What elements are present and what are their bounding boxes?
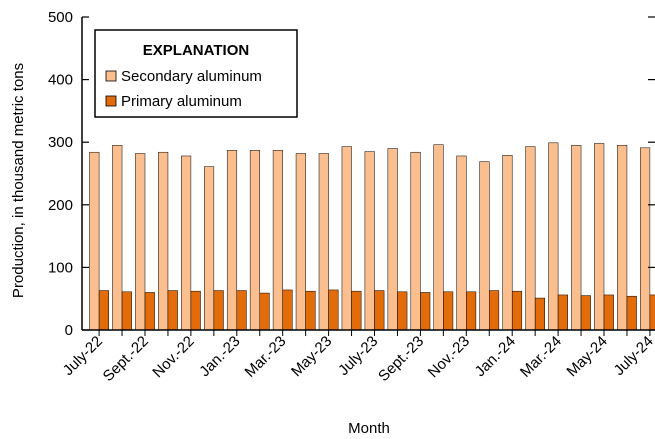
- bar-secondary-Aug.-23: [387, 148, 398, 331]
- bar-primary-Dec.-23: [489, 290, 500, 331]
- bar-secondary-June-24: [617, 145, 628, 331]
- bar-primary-Apr.-24: [580, 295, 591, 331]
- bar-primary-Aug.-22: [121, 291, 132, 331]
- bar-secondary-Apr.-24: [571, 145, 582, 331]
- x-tick-label: Mar.-24: [517, 333, 565, 381]
- bar-secondary-Apr.-23: [295, 153, 306, 331]
- bar-secondary-Sept.-23: [410, 151, 421, 331]
- legend-swatch-primary: [105, 95, 117, 107]
- x-tick-label: Nov.-22: [149, 333, 197, 381]
- bar-primary-May-23: [328, 289, 339, 331]
- bar-primary-Nov.-23: [466, 291, 477, 331]
- x-tick-label: Mar.-23: [242, 333, 290, 381]
- bar-primary-July-22: [98, 290, 109, 331]
- bar-secondary-Jan.-24: [502, 155, 513, 331]
- x-axis-label: Month: [348, 420, 390, 437]
- bar-secondary-June-23: [341, 146, 352, 331]
- legend-title: EXPLANATION: [143, 42, 249, 59]
- bar-primary-Feb.-24: [534, 297, 546, 331]
- bar-secondary-Mar.-23: [272, 150, 283, 331]
- bar-secondary-May-23: [318, 153, 329, 331]
- bar-secondary-Dec.-23: [479, 161, 490, 331]
- bar-secondary-Sept.-22: [135, 153, 146, 331]
- x-tick-label: Jan.-23: [196, 333, 243, 380]
- x-tick-label: Jan.-24: [472, 333, 519, 380]
- bar-secondary-Mar.-24: [548, 142, 559, 331]
- bar-primary-May-24: [603, 294, 614, 331]
- bar-primary-Jan.-24: [511, 290, 523, 331]
- bar-secondary-Feb.-24: [525, 146, 536, 331]
- legend-box: [94, 29, 298, 118]
- bar-primary-Jan.-23: [236, 290, 247, 331]
- y-tick-label: 0: [65, 322, 73, 339]
- bar-primary-Sept.-23: [420, 292, 431, 331]
- bar-primary-Nov.-22: [190, 290, 201, 331]
- x-tick-label: July-24: [611, 333, 655, 379]
- bar-secondary-July-24: [640, 147, 651, 331]
- bar-primary-Sept.-22: [144, 292, 155, 331]
- bar-secondary-Nov.-22: [181, 155, 192, 331]
- bar-secondary-July-23: [364, 151, 375, 331]
- x-tick-label: Sept.-22: [100, 333, 152, 385]
- bars-layer: [89, 142, 655, 331]
- y-tick-label: 500: [48, 9, 73, 26]
- bar-secondary-Oct.-22: [158, 151, 169, 331]
- bar-primary-Feb.-23: [259, 292, 270, 331]
- y-tick-label: 400: [48, 72, 73, 89]
- y-tick-label: 200: [48, 197, 73, 214]
- bar-primary-Dec.-22: [213, 290, 224, 331]
- y-axis-label: Production, in thousand metric tons: [10, 63, 27, 298]
- bar-secondary-Aug.-22: [112, 145, 123, 331]
- x-tick-label: Sept.-23: [375, 333, 427, 385]
- legend-swatch-secondary: [105, 70, 117, 82]
- x-tick-label: May-24: [563, 333, 610, 380]
- bar-primary-June-23: [351, 290, 362, 331]
- legend-label-primary: Primary aluminum: [121, 93, 242, 110]
- bar-primary-Oct.-23: [443, 291, 454, 331]
- x-tick-label: July-23: [335, 333, 381, 379]
- x-tick-label: July-22: [60, 333, 106, 379]
- bar-primary-Mar.-23: [282, 289, 293, 331]
- x-tick-label: Nov.-23: [425, 333, 473, 381]
- bar-primary-June-24: [626, 295, 637, 331]
- bar-secondary-Nov.-23: [456, 155, 467, 331]
- bar-secondary-Oct.-23: [433, 144, 444, 331]
- bar-primary-July-23: [374, 290, 385, 331]
- legend: EXPLANATION Secondary aluminum Primary a…: [94, 29, 298, 118]
- y-tick-label: 300: [48, 134, 73, 151]
- bar-secondary-Feb.-23: [249, 150, 260, 331]
- bar-primary-Aug.-23: [397, 291, 408, 331]
- bar-primary-July-24: [649, 294, 655, 331]
- bar-secondary-July-22: [89, 151, 100, 331]
- bar-secondary-Dec.-22: [204, 166, 215, 331]
- y-tick-label: 100: [48, 259, 73, 276]
- bar-secondary-Jan.-23: [226, 150, 238, 331]
- legend-label-secondary: Secondary aluminum: [121, 68, 262, 85]
- bar-primary-Mar.-24: [557, 294, 568, 331]
- bar-primary-Oct.-22: [167, 290, 178, 331]
- bar-primary-Apr.-23: [305, 290, 316, 331]
- bar-secondary-May-24: [594, 143, 605, 331]
- x-tick-label: May-23: [288, 333, 335, 380]
